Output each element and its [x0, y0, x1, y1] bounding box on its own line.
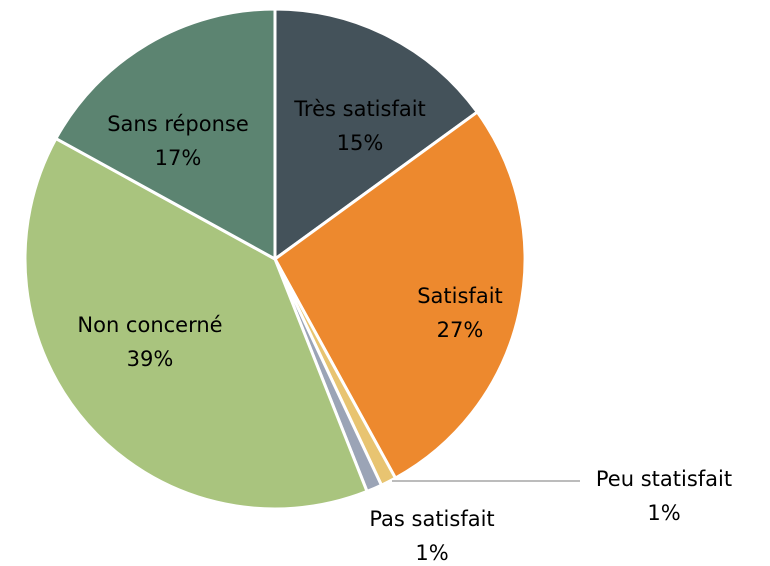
slice-label: Pas satisfait [369, 507, 494, 531]
slice-value-label: 15% [337, 131, 384, 155]
slice-label: Très satisfait [293, 97, 426, 121]
slice-value-label: 1% [415, 541, 448, 565]
pie-slice [273, 109, 527, 481]
slice-value-label: 17% [155, 146, 202, 170]
slice-label: Non concerné [77, 313, 222, 337]
slice-value-label: 39% [127, 347, 174, 371]
slice-value-label: 27% [437, 318, 484, 342]
slice-value-label: 1% [647, 501, 680, 525]
pie-slice [23, 136, 369, 511]
slice-label: Sans réponse [107, 112, 249, 136]
slice-label: Satisfait [417, 284, 503, 308]
pie-slice [53, 7, 277, 262]
slice-label: Peu statisfait [596, 467, 732, 491]
pie-slice [273, 7, 480, 262]
